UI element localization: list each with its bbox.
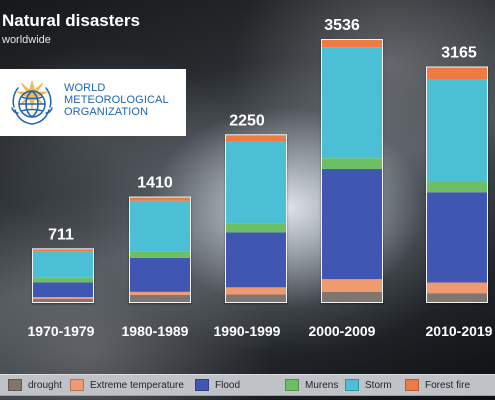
bar-segment-1980-1989-flood bbox=[130, 257, 190, 292]
legend-swatch-murens bbox=[285, 379, 299, 391]
bar-segment-2010-2019-extreme-temperature bbox=[427, 282, 487, 294]
x-axis-tick-label-2000-2009: 2000-2009 bbox=[309, 323, 376, 339]
legend-label-murens: Murens bbox=[305, 379, 339, 391]
bar-total-label-2010-2019: 3165 bbox=[441, 44, 477, 61]
bar-segment-1980-1989-forest-fire bbox=[130, 197, 190, 201]
legend-label-flood: Flood bbox=[215, 379, 241, 391]
bar-segment-2000-2009-flood bbox=[322, 168, 382, 280]
bar-segment-2000-2009-murens bbox=[322, 158, 382, 169]
legend-item-murens: Murens bbox=[285, 378, 338, 392]
chart-title: Natural disasters bbox=[2, 11, 140, 30]
legend-label-forest-fire: Forest fire bbox=[425, 379, 471, 391]
bar-segment-1980-1989-drought bbox=[130, 294, 190, 302]
bar-segment-1970-1979-forest-fire bbox=[33, 249, 93, 252]
bar-segment-2000-2009-forest-fire bbox=[322, 40, 382, 48]
bar-segment-2010-2019-flood bbox=[427, 192, 487, 283]
chart-subtitle: worldwide bbox=[2, 33, 51, 46]
bar-total-label-1980-1989: 1410 bbox=[137, 175, 173, 192]
legend-swatch-forest-fire bbox=[405, 379, 419, 391]
legend-label-storm: Storm bbox=[365, 379, 392, 391]
bar-segment-1990-1999-murens bbox=[226, 223, 286, 233]
bar-segment-1970-1979-storm bbox=[33, 251, 93, 278]
bar-segment-2010-2019-murens bbox=[427, 181, 487, 193]
bar-segment-1970-1979-murens bbox=[33, 277, 93, 283]
x-axis-tick-label-1990-1999: 1990-1999 bbox=[214, 323, 281, 339]
bar-segment-2000-2009-drought bbox=[322, 291, 382, 302]
bar-segment-2010-2019-forest-fire bbox=[427, 67, 487, 80]
bar-segment-1970-1979-flood bbox=[33, 282, 93, 298]
bar-segment-1990-1999-forest-fire bbox=[226, 135, 286, 142]
bar-segment-1970-1979-drought bbox=[33, 298, 93, 302]
bar-segment-2000-2009-extreme-temperature bbox=[322, 279, 382, 292]
organization-name-line-3: ORGANIZATION bbox=[64, 105, 149, 118]
bar-total-label-1990-1999: 2250 bbox=[229, 112, 265, 129]
x-axis-tick-label-1980-1989: 1980-1989 bbox=[122, 323, 189, 339]
bar-segment-2000-2009-storm bbox=[322, 47, 382, 159]
x-axis-tick-label-1970-1979: 1970-1979 bbox=[28, 323, 95, 339]
legend-swatch-storm bbox=[345, 379, 359, 391]
globe-icon bbox=[11, 79, 53, 125]
bar-segment-1990-1999-storm bbox=[226, 141, 286, 224]
legend-label-drought: drought bbox=[28, 379, 62, 391]
legend-swatch-flood bbox=[195, 379, 209, 391]
bar-segment-1990-1999-flood bbox=[226, 232, 286, 288]
organization-logo: WORLD METEOROLOGICAL ORGANIZATION bbox=[0, 69, 186, 136]
bar-segment-1980-1989-murens bbox=[130, 251, 190, 258]
legend-item-storm: Storm bbox=[345, 378, 392, 392]
chart-legend: drought Extreme temperature Flood Murens… bbox=[0, 374, 495, 396]
organization-name: WORLD METEOROLOGICAL ORGANIZATION bbox=[64, 82, 182, 119]
bar-segment-1970-1979-extreme-temperature bbox=[33, 297, 93, 299]
legend-item-extreme-temperature: Extreme temperature bbox=[70, 378, 184, 392]
legend-item-drought: drought bbox=[8, 378, 62, 392]
bar-segment-1980-1989-extreme-temperature bbox=[130, 291, 190, 295]
bar-segment-2010-2019-drought bbox=[427, 293, 487, 302]
legend-item-flood: Flood bbox=[195, 378, 240, 392]
organization-name-line-2: METEOROLOGICAL bbox=[64, 93, 169, 106]
legend-swatch-extreme-temperature bbox=[70, 379, 84, 391]
title-block: Natural disasters worldwide bbox=[2, 12, 140, 46]
legend-item-forest-fire: Forest fire bbox=[405, 378, 470, 392]
bar-total-label-2000-2009: 3536 bbox=[324, 17, 360, 34]
bar-segment-1990-1999-extreme-temperature bbox=[226, 287, 286, 295]
legend-label-extreme-temperature: Extreme temperature bbox=[90, 379, 184, 391]
bar-total-label-1970-1979: 711 bbox=[48, 226, 74, 243]
x-axis-tick-label-2010-2019: 2010-2019 bbox=[426, 323, 493, 339]
bar-segment-2010-2019-storm bbox=[427, 79, 487, 182]
bar-segment-1980-1989-storm bbox=[130, 200, 190, 252]
legend-swatch-drought bbox=[8, 379, 22, 391]
organization-name-line-1: WORLD bbox=[64, 82, 106, 94]
bar-segment-1990-1999-drought bbox=[226, 294, 286, 302]
